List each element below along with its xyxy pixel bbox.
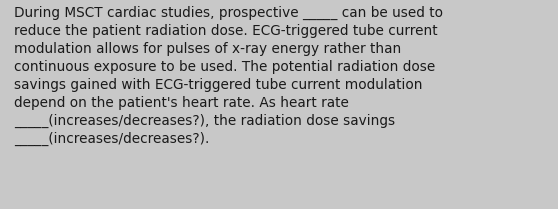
Text: During MSCT cardiac studies, prospective _____ can be used to
reduce the patient: During MSCT cardiac studies, prospective… bbox=[14, 6, 443, 146]
